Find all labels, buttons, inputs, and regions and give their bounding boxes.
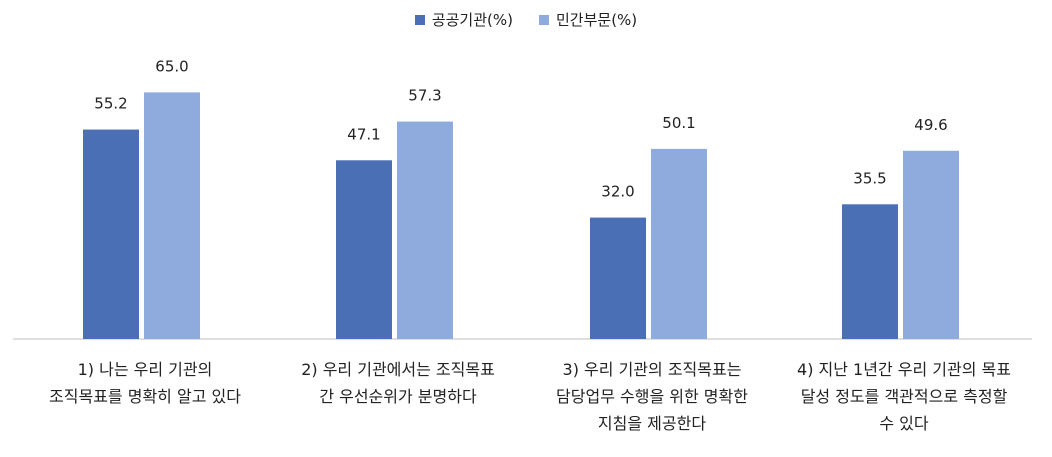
legend-label-public: 공공기관(%) [431, 11, 513, 29]
bar-series-1-category-3 [590, 217, 646, 339]
value-label-series-2-category-1: 65.0 [155, 57, 188, 75]
legend-label-private: 민간부문(%) [556, 11, 638, 29]
legend-swatch-private [539, 14, 549, 25]
bar-series-2-category-1 [144, 92, 200, 339]
legend-item-private: 민간부문(%) [539, 9, 637, 30]
legend-item-public: 공공기관(%) [414, 9, 513, 30]
bar-series-2-category-3 [651, 148, 707, 339]
bar-series-2-category-2 [397, 121, 453, 339]
value-label-series-1-category-4: 35.5 [853, 169, 886, 187]
value-label-series-2-category-3: 50.1 [662, 114, 695, 132]
legend-swatch-public [414, 14, 425, 25]
bar-series-2-category-4 [903, 150, 959, 339]
value-label-series-2-category-2: 57.3 [408, 87, 441, 105]
category-label-4: 4) 지난 1년간 우리 기관의 목표 달성 정도를 객관적으로 측정할 수 있… [797, 360, 1011, 433]
bar-series-1-category-2 [336, 160, 392, 339]
category-label-1: 1) 나는 우리 기관의 조직목표를 명확히 알고 있다 [49, 360, 241, 406]
value-label-series-2-category-4: 49.6 [914, 116, 947, 134]
category-label-2: 2) 우리 기관에서는 조직목표 간 우선순위가 분명하다 [301, 360, 495, 406]
bar-series-1-category-4 [842, 204, 898, 339]
value-label-series-1-category-3: 32.0 [601, 183, 634, 201]
value-label-series-1-category-1: 55.2 [94, 95, 127, 113]
value-label-series-1-category-2: 47.1 [347, 125, 380, 143]
legend: 공공기관(%) 민간부문(%) [0, 9, 1052, 30]
category-label-3: 3) 우리 기관의 조직목표는 담당업무 수행을 위한 명확한 지침을 제공한다 [556, 360, 748, 433]
bar-series-1-category-1 [83, 129, 139, 339]
